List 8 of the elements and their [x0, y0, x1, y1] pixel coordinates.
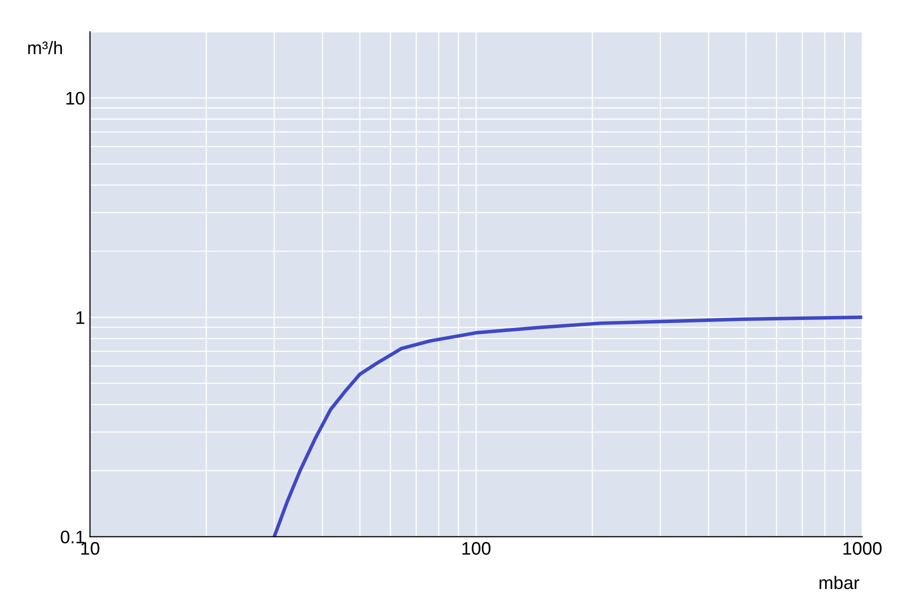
y-tick-label: 1 — [76, 311, 84, 324]
y-tick-label: 0.1 — [60, 530, 84, 544]
y-axis-title: m³/h — [28, 41, 62, 54]
y-tick-label: 10 — [66, 92, 84, 105]
x-tick-label: 1000 — [843, 542, 882, 555]
x-axis-title: mbar — [820, 576, 860, 590]
x-tick-label: 100 — [462, 542, 490, 555]
x-tick-label: 10 — [81, 542, 100, 555]
